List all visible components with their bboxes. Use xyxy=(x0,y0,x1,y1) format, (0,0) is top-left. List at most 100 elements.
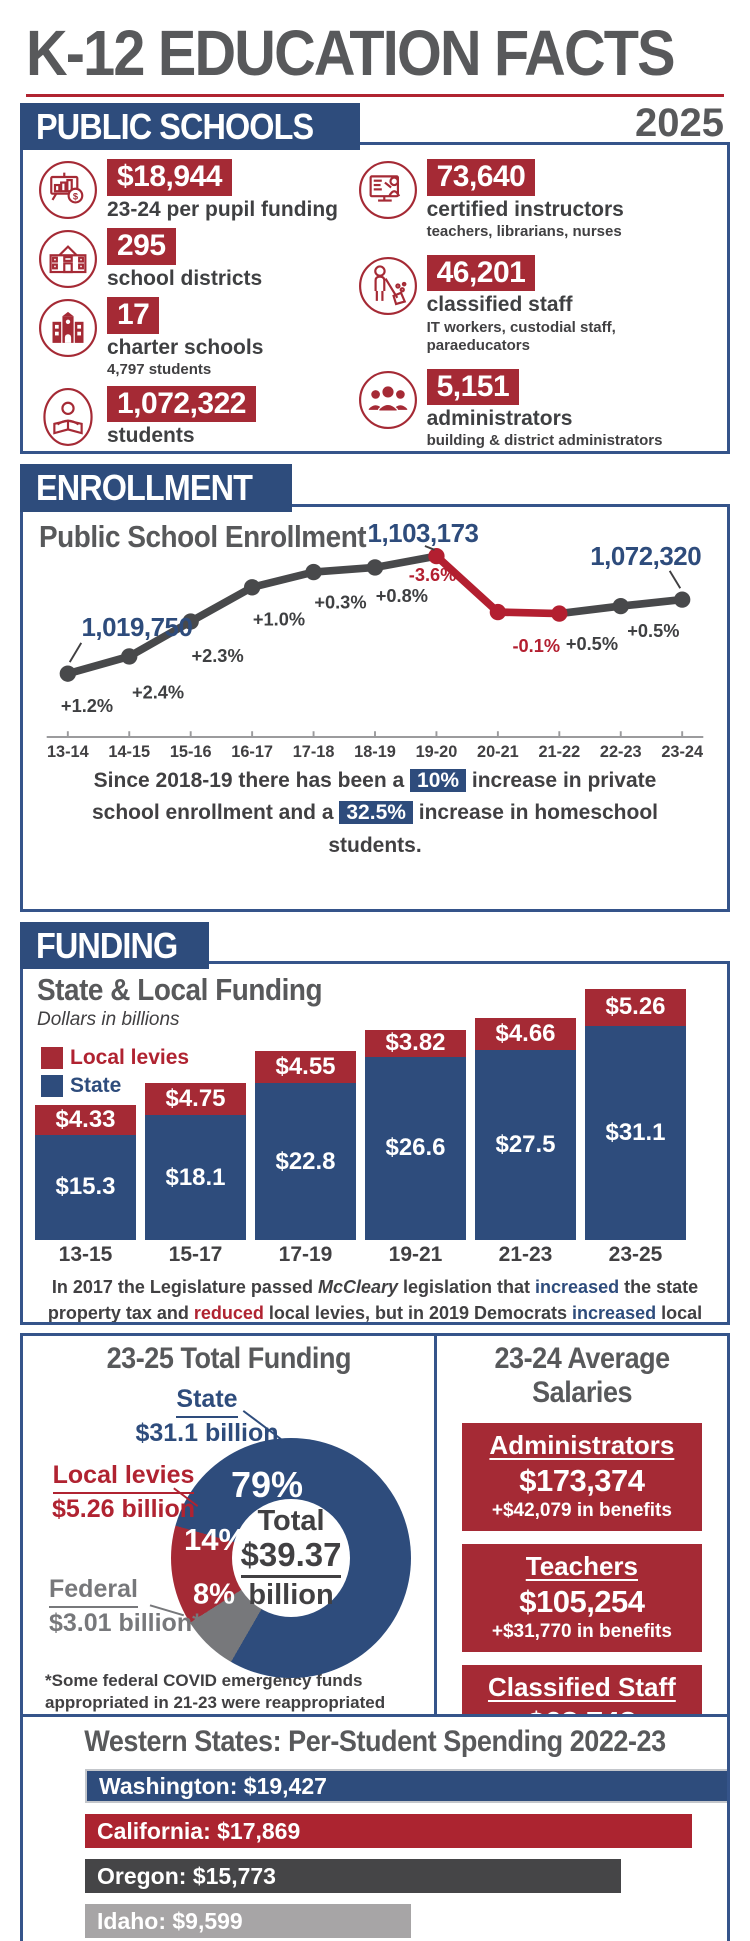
stat-label: classified staff xyxy=(426,293,573,317)
western-state-bar-oregon: Oregon: $15,773 xyxy=(85,1859,621,1894)
funding-chart-title: State & Local Funding xyxy=(37,972,323,1008)
donut-center-total: Total $39.37 billion xyxy=(240,1504,342,1611)
state-segment: $22.8 xyxy=(255,1082,356,1241)
state-segment: $26.6 xyxy=(365,1056,466,1241)
page-title: K-12 EDUCATION FACTS xyxy=(26,17,676,89)
stat-sublabel: building & district administrators xyxy=(426,432,663,450)
pie-footnote: *Some federal COVID emergency funds appr… xyxy=(45,1671,386,1713)
svg-text:-0.1%: -0.1% xyxy=(512,635,560,656)
svg-text:19-20: 19-20 xyxy=(416,743,458,761)
svg-text:21-22: 21-22 xyxy=(538,743,580,761)
funding-category-label: 19-21 xyxy=(388,1243,443,1267)
funding-category-label: 13-15 xyxy=(58,1243,113,1267)
total-funding-title: 23-25 Total Funding xyxy=(106,1342,351,1376)
svg-text:$: $ xyxy=(73,192,79,202)
svg-text:+1.0%: +1.0% xyxy=(253,608,305,629)
student-icon xyxy=(37,386,99,448)
western-states-title: Western States: Per-Student Spending 202… xyxy=(84,1725,666,1759)
administrators-icon xyxy=(357,369,419,431)
svg-text:+0.5%: +0.5% xyxy=(627,620,679,641)
stat-sublabel: IT workers, custodial staff, paraeducato… xyxy=(426,318,616,354)
state-segment: $15.3 xyxy=(35,1134,136,1241)
stat-value: $18,944 xyxy=(107,159,232,196)
state-segment: $18.1 xyxy=(145,1115,246,1241)
funding-note: In 2017 the Legislature passed McCleary … xyxy=(47,1277,703,1324)
svg-text:+0.5%: +0.5% xyxy=(566,633,618,654)
stat-sublabel: teachers, librarians, nurses xyxy=(426,222,622,240)
year-label: 2025 xyxy=(635,101,724,145)
salary-card-administrators: Administrators $173,374 +$42,079 in bene… xyxy=(461,1423,702,1532)
salary-card-classified-staff: Classified Staff $68,743 +$32,349 in ben… xyxy=(461,1665,702,1715)
local-levies-segment: $5.26 xyxy=(585,989,686,1026)
legend-state: State xyxy=(41,1074,189,1098)
stat-per-pupil-funding: $ $18,944 23-24 per pupil funding xyxy=(37,159,357,221)
western-states-bar-chart: Washington: $19,427 California: $17,869 Or… xyxy=(85,1769,727,1939)
stat-sublabel: 4,797 students xyxy=(107,360,212,378)
pie-label-federal: Federal $3.01 billion* xyxy=(49,1575,202,1638)
legend-local-levies: Local levies xyxy=(41,1046,189,1070)
stat-school-districts: 295 school districts xyxy=(37,228,357,290)
pie-label-local-levies: Local levies $5.26 billion xyxy=(51,1461,196,1524)
stat-value: 46,201 xyxy=(426,254,536,292)
local-levies-segment: $3.82 xyxy=(365,1029,466,1057)
svg-text:14-15: 14-15 xyxy=(108,743,150,761)
svg-text:+1.2%: +1.2% xyxy=(61,695,113,716)
stat-certified-instructors: 73,640 certified instructors teachers, l… xyxy=(357,159,717,241)
svg-text:1,103,173: 1,103,173 xyxy=(368,521,479,548)
local-levies-segment: $4.66 xyxy=(475,1018,576,1051)
funding-box: State & Local Funding Dollars in billion… xyxy=(20,961,730,1326)
stat-students: 1,072,322 students xyxy=(37,385,357,448)
funding-category-label: 21-23 xyxy=(498,1243,553,1267)
section-tag-enrollment: ENROLLMENT xyxy=(20,464,292,512)
section-tag-funding: FUNDING xyxy=(20,921,209,970)
funding-tag-row: FUNDING xyxy=(20,921,730,970)
pie-pct-federal: 8% xyxy=(193,1578,235,1611)
pie-connector-lines xyxy=(149,1410,284,1617)
funding-category-label: 15-17 xyxy=(168,1243,223,1267)
stat-label: administrators xyxy=(426,407,573,431)
stat-value: 17 xyxy=(107,297,160,334)
tag-row: PUBLIC SCHOOLS 2025 xyxy=(20,101,730,151)
svg-text:-3.6%: -3.6% xyxy=(409,564,457,585)
svg-text:22-23: 22-23 xyxy=(600,743,642,761)
funding-legend: Local levies State xyxy=(41,1046,189,1102)
pie-pct-local: 14% xyxy=(183,1522,247,1558)
western-state-bar-washington: Washington: $19,427 xyxy=(85,1769,727,1804)
svg-text:+2.4%: +2.4% xyxy=(132,681,184,702)
svg-text:13-14: 13-14 xyxy=(47,743,89,761)
state-segment: $31.1 xyxy=(585,1025,686,1241)
stat-label: certified instructors xyxy=(426,197,624,221)
stat-classified-staff: 46,201 classified staff IT workers, cust… xyxy=(357,254,717,355)
enrollment-line-chart: 13-14 14-15 15-16 16-17 17-18 18-19 19-20 20-21… xyxy=(46,521,704,761)
stat-value: 1,072,322 xyxy=(107,385,256,423)
enrollment-box: Public School Enrollment 13-14 14-15 15-16… xyxy=(20,503,730,912)
funding-bar: $4.55 $22.8 xyxy=(255,1051,356,1241)
charter-school-icon xyxy=(37,297,99,359)
western-state-bar-california: California: $17,869 xyxy=(85,1814,693,1849)
total-funding-pie-area: Total $39.37 billion 79% 14% 8% State $3… xyxy=(23,1376,434,1679)
svg-text:17-18: 17-18 xyxy=(293,743,335,761)
western-states-box: Western States: Per-Student Spending 202… xyxy=(20,1717,730,1941)
stat-label: school districts xyxy=(107,266,263,290)
public-schools-box: $ $18,944 23-24 per pupil funding xyxy=(20,142,730,455)
stat-value: 73,640 xyxy=(426,159,536,196)
funding-donut-chart xyxy=(171,1438,411,1679)
funding-chart-header: State & Local Funding Dollars in billion… xyxy=(37,972,354,1031)
enrollment-note: Since 2018-19 there has been a 10% incre… xyxy=(91,768,659,857)
local-levies-segment: $4.75 xyxy=(145,1082,246,1116)
stat-administrators: 5,151 administrators building & district… xyxy=(357,368,717,451)
enrollment-tag-row: ENROLLMENT xyxy=(20,464,730,512)
bottom-columns: 23-25 Total Funding Total $39.37 billion… xyxy=(20,1333,730,1718)
stat-label: 23-24 per pupil funding xyxy=(107,197,339,221)
funding-bar: $4.75 $18.1 xyxy=(145,1082,246,1241)
svg-text:+0.3%: +0.3% xyxy=(314,591,366,612)
funding-chart-icon: $ xyxy=(37,159,99,221)
svg-text:15-16: 15-16 xyxy=(170,743,212,761)
total-funding-panel: 23-25 Total Funding Total $39.37 billion… xyxy=(23,1336,437,1715)
stat-value: 5,151 xyxy=(426,368,520,406)
svg-text:1,072,320: 1,072,320 xyxy=(590,543,701,571)
title-underline xyxy=(26,94,724,97)
svg-text:16-17: 16-17 xyxy=(231,743,273,761)
pie-pct-state: 79% xyxy=(230,1464,304,1506)
